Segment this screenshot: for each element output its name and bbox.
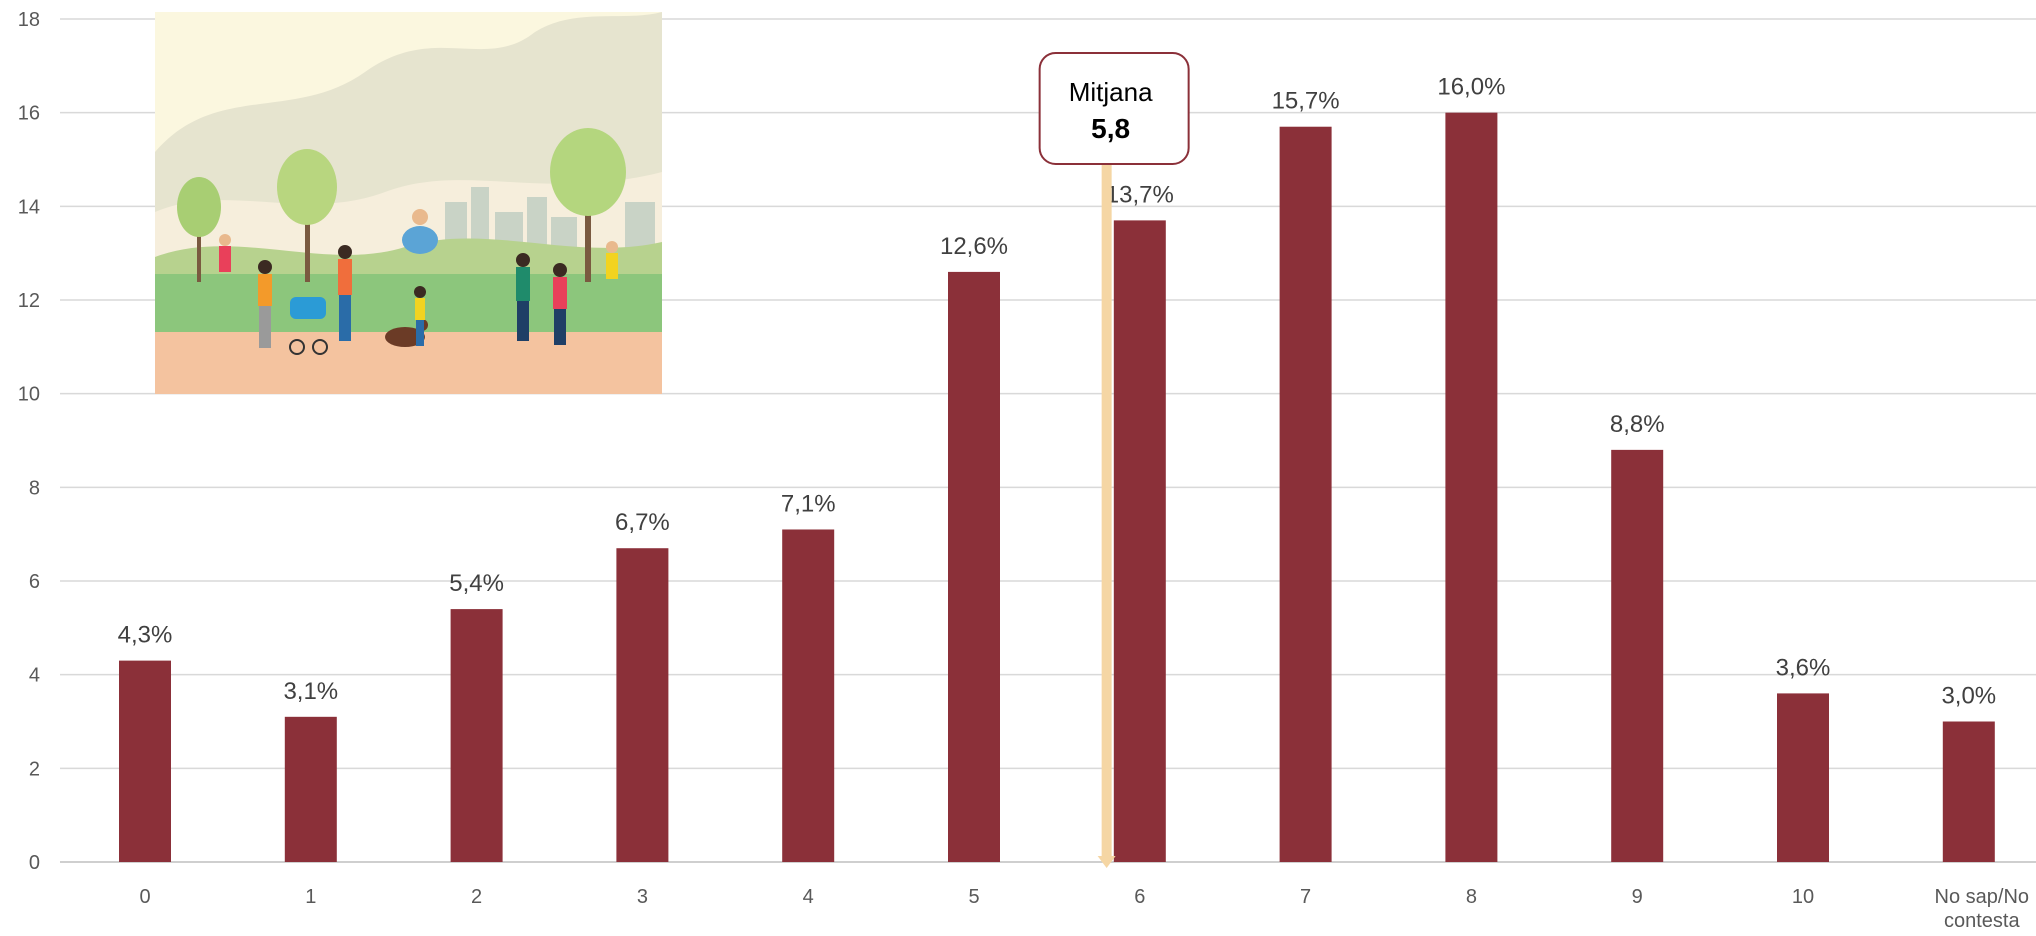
x-tick-label: 7 bbox=[1300, 886, 1311, 908]
mean-line-arrow-icon bbox=[1097, 856, 1116, 868]
mean-line bbox=[1101, 162, 1112, 862]
x-axis-labels: 0 1 2 3 4 5 6 7 8 9 10 No sap/No contesta bbox=[139, 886, 2029, 932]
mean-callout-box bbox=[1038, 52, 1190, 165]
bar bbox=[284, 716, 337, 862]
data-label: 4,3% bbox=[118, 622, 173, 649]
y-tick-label: 12 bbox=[18, 290, 40, 312]
x-tick-label: 3 bbox=[637, 886, 648, 908]
data-label: 15,7% bbox=[1272, 88, 1340, 115]
x-tick-label: 8 bbox=[1466, 886, 1477, 908]
data-label: 13,7% bbox=[1106, 181, 1174, 208]
data-label: 3,0% bbox=[1941, 683, 1996, 710]
bar bbox=[1611, 449, 1664, 862]
data-labels: 4,3% 3,1% 5,4% 6,7% 7,1% 12,6% 13,7% 15,7% 16,0%… bbox=[118, 74, 1997, 710]
bar bbox=[450, 609, 503, 862]
x-tick-label: 2 bbox=[471, 886, 482, 908]
y-tick-label: 14 bbox=[18, 196, 40, 218]
y-tick-label: 18 bbox=[18, 9, 40, 31]
data-label: 16,0% bbox=[1437, 74, 1505, 101]
x-tick-label: No sap/No contesta bbox=[1935, 886, 2030, 932]
x-tick-label: 5 bbox=[968, 886, 979, 908]
mean-marker: Mitjana 5,8 bbox=[1038, 52, 1190, 868]
y-tick-label: 2 bbox=[29, 758, 40, 780]
x-tick-label: 9 bbox=[1632, 886, 1643, 908]
y-tick-label: 6 bbox=[29, 571, 40, 593]
data-label: 8,8% bbox=[1610, 411, 1665, 438]
x-tick-label: 6 bbox=[1134, 886, 1145, 908]
y-axis-ticks: 0 2 4 6 8 10 12 14 16 18 bbox=[18, 9, 40, 874]
y-tick-label: 0 bbox=[29, 852, 40, 874]
data-label: 7,1% bbox=[781, 490, 836, 517]
park-people-illustration bbox=[155, 12, 662, 394]
y-tick-label: 10 bbox=[18, 384, 40, 406]
bar bbox=[1777, 693, 1829, 862]
x-tick-label: 4 bbox=[803, 886, 814, 908]
x-tick-label: 1 bbox=[305, 886, 316, 908]
bar bbox=[948, 271, 1000, 862]
bar bbox=[1279, 126, 1332, 862]
data-label: 6,7% bbox=[615, 509, 670, 536]
y-tick-label: 8 bbox=[29, 477, 40, 499]
x-tick-label: 10 bbox=[1792, 886, 1814, 908]
bar bbox=[1113, 220, 1166, 863]
data-label: 12,6% bbox=[940, 233, 1008, 260]
bar bbox=[782, 529, 835, 862]
data-label: 3,6% bbox=[1776, 654, 1831, 681]
x-tick-label: 0 bbox=[139, 886, 150, 908]
y-tick-label: 16 bbox=[18, 103, 40, 125]
mean-callout-title: Mitjana bbox=[1069, 77, 1153, 107]
bar bbox=[616, 548, 669, 862]
mean-callout-value: 5,8 bbox=[1091, 113, 1130, 144]
bars bbox=[119, 112, 1995, 863]
bar bbox=[1445, 112, 1498, 862]
data-label: 5,4% bbox=[449, 570, 504, 597]
data-label: 3,1% bbox=[283, 678, 338, 705]
bar bbox=[1942, 721, 1995, 862]
y-tick-label: 4 bbox=[29, 665, 40, 687]
bar bbox=[119, 660, 171, 862]
